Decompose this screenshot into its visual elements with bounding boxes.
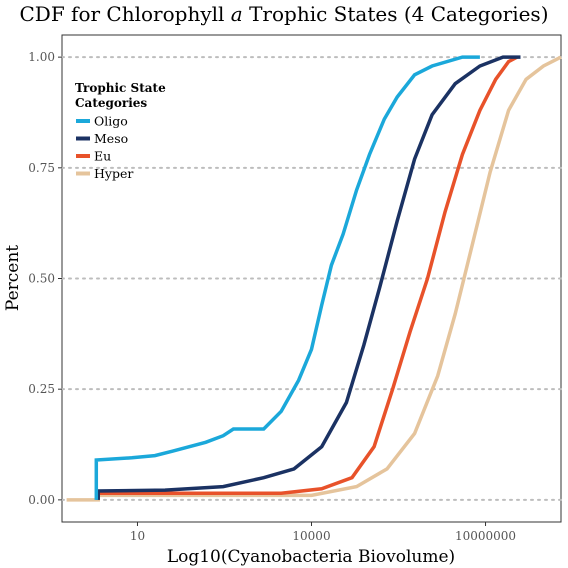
legend-label: Eu	[94, 149, 111, 164]
x-tick-label: 10	[130, 529, 145, 543]
series-lines	[66, 55, 562, 502]
legend-title: Categories	[75, 96, 147, 110]
chart-title: CDF for Chlorophyll a Trophic States (4 …	[19, 2, 549, 26]
legend-label: Oligo	[94, 114, 128, 129]
x-tick-label: 10000000	[455, 529, 516, 543]
legend-label: Hyper	[94, 166, 133, 181]
series-line-oligo	[94, 55, 480, 500]
series-line-hyper	[66, 55, 562, 502]
legend-label: Meso	[94, 131, 128, 146]
y-tick-label: 0.25	[28, 382, 55, 396]
x-axis-ticks: 10 10000 10000000	[130, 522, 516, 543]
y-axis-title: Percent	[3, 245, 23, 311]
x-axis-title: Log10(Cyanobacteria Biovolume)	[167, 547, 455, 567]
y-tick-label: 0.75	[28, 161, 55, 175]
y-tick-label: 0.00	[28, 493, 55, 507]
x-tick-label: 10000	[292, 529, 330, 543]
legend-title: Trophic State	[75, 81, 166, 95]
series-line-meso	[96, 55, 521, 500]
series-line-eu	[96, 55, 518, 500]
y-axis-ticks: 0.00 0.25 0.50 0.75 1.00	[28, 50, 62, 507]
y-tick-label: 1.00	[28, 50, 55, 64]
y-tick-label: 0.50	[28, 272, 55, 286]
